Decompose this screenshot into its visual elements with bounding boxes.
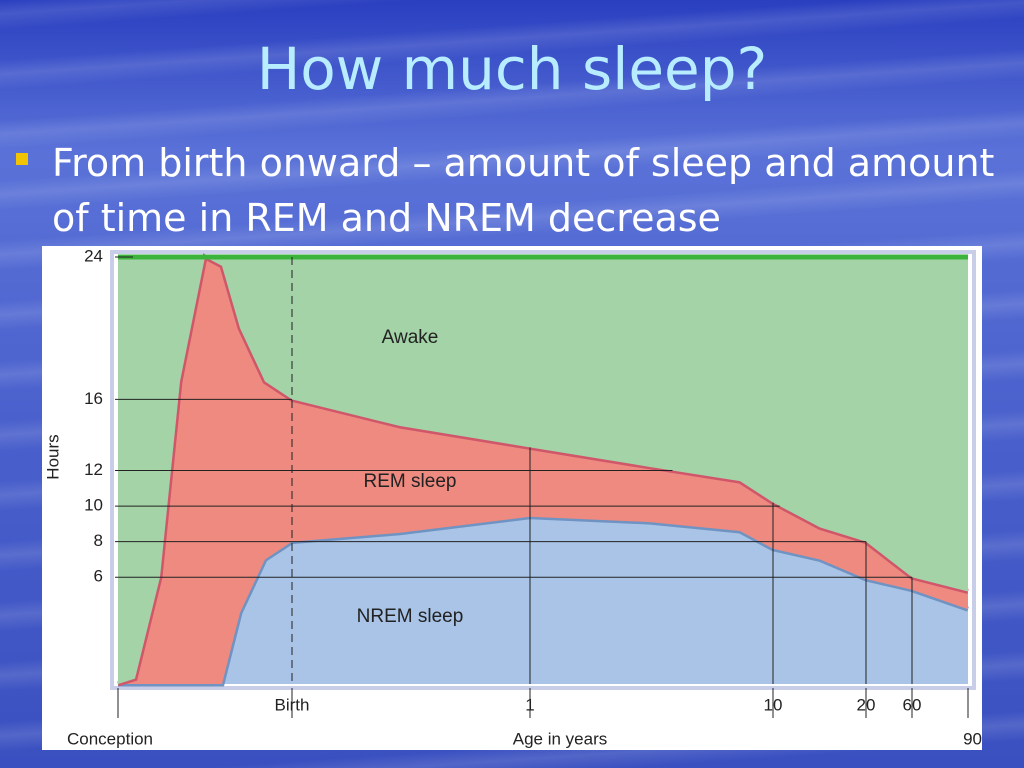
y-tick-label: 10	[84, 496, 103, 515]
area	[118, 257, 968, 684]
x-tick-label: 60	[903, 695, 922, 714]
bullet-marker	[16, 153, 28, 165]
bullet-text: From birth onward – amount of sleep and …	[52, 141, 995, 240]
area-label: REM sleep	[364, 471, 457, 492]
area	[118, 516, 968, 684]
x-axis-label: Age in years	[513, 729, 608, 748]
plot-frame	[110, 250, 976, 690]
y-tick-label: 24	[84, 246, 103, 265]
x-tick-label: 20	[857, 695, 876, 714]
x-tick-label: 90	[963, 729, 982, 748]
y-axis-label: Hours	[43, 434, 62, 479]
area-label: NREM sleep	[357, 606, 464, 627]
y-tick-label: 6	[94, 567, 103, 586]
slide-title: How much sleep?	[256, 35, 768, 103]
y-tick-label: 12	[84, 460, 103, 479]
x-tick-label: Conception	[67, 729, 153, 748]
area-label: Awake	[382, 327, 439, 348]
x-tick-label: Birth	[275, 695, 310, 714]
x-tick-label: 1	[525, 695, 534, 714]
y-tick-label: 16	[84, 389, 103, 408]
y-tick-label: 8	[94, 531, 103, 550]
x-tick-label: 10	[764, 695, 783, 714]
